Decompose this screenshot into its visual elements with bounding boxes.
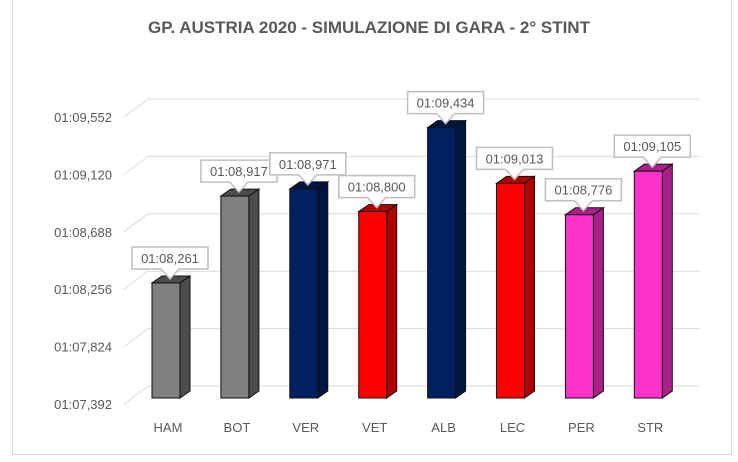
data-label: 01:09,013 <box>486 151 544 166</box>
data-label: 01:09,105 <box>623 139 681 154</box>
data-label-callout <box>475 146 554 181</box>
data-label-callout <box>613 134 692 169</box>
data-label-callout <box>337 174 416 209</box>
y-tick-label: 01:08,688 <box>54 225 112 240</box>
bar-vet <box>358 211 388 399</box>
bar-lec <box>496 182 525 399</box>
x-tick-label: LEC <box>500 420 525 435</box>
x-tick-label: STR <box>637 420 663 435</box>
x-tick-label: HAM <box>154 420 183 435</box>
bar-side <box>179 274 191 399</box>
x-tick-label: VET <box>362 420 387 435</box>
data-label: 01:08,917 <box>210 164 268 179</box>
bar-side <box>386 203 398 399</box>
y-tick-label: 01:07,392 <box>54 397 112 412</box>
bar-per <box>564 214 594 399</box>
y-tick-label: 01:09,552 <box>54 110 112 125</box>
bar-alb <box>427 127 457 399</box>
bar-str <box>633 170 663 399</box>
data-label: 01:09,434 <box>417 96 475 111</box>
y-tick-label: 01:07,824 <box>54 340 112 355</box>
x-tick-label: VER <box>292 420 319 435</box>
gridline <box>123 385 700 405</box>
gridline <box>123 328 700 348</box>
bar-side <box>661 163 673 399</box>
chart-title: GP. AUSTRIA 2020 - SIMULAZIONE DI GARA -… <box>148 18 590 37</box>
data-label: 01:08,776 <box>554 183 612 198</box>
data-label: 01:08,261 <box>141 251 199 266</box>
bar-side <box>248 188 260 399</box>
x-tick-label: PER <box>568 420 595 435</box>
bar-ver <box>289 188 319 399</box>
gridline <box>123 270 700 290</box>
bar-side <box>455 119 467 399</box>
bar-bot <box>220 195 250 399</box>
data-label: 01:08,800 <box>348 180 406 195</box>
gridline <box>123 98 700 118</box>
y-tick-label: 01:09,120 <box>54 167 112 182</box>
bar-side <box>592 206 604 399</box>
x-tick-label: BOT <box>224 420 251 435</box>
data-label-callout <box>544 177 623 212</box>
gridline <box>123 213 700 233</box>
data-label-callout <box>406 90 485 125</box>
data-label: 01:08,971 <box>279 157 337 172</box>
bar-ham <box>151 282 181 399</box>
data-label-callout <box>131 246 209 281</box>
y-tick-label: 01:08,256 <box>54 282 112 297</box>
bar-side <box>317 180 329 399</box>
data-label-callout <box>269 152 347 187</box>
bar-side <box>524 175 535 399</box>
x-tick-label: ALB <box>431 420 456 435</box>
